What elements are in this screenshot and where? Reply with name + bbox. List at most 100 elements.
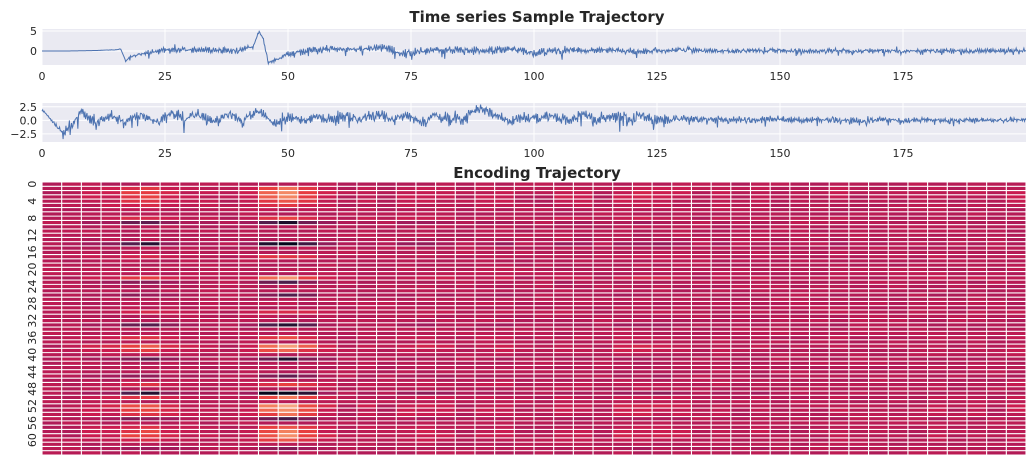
heatmap-cell — [652, 284, 672, 289]
heatmap-cell — [396, 224, 416, 229]
heatmap-cell — [160, 267, 180, 272]
heatmap-cell — [356, 263, 377, 268]
heatmap-cell — [199, 297, 220, 302]
heatmap-cell — [593, 314, 613, 319]
heatmap-cell — [907, 233, 928, 238]
heatmap-cell — [612, 314, 633, 319]
heatmap-cell — [140, 203, 161, 208]
heatmap-cell — [789, 211, 810, 217]
heatmap-cell — [297, 263, 318, 268]
heatmap-cell — [573, 297, 594, 302]
heatmap-cell — [593, 280, 613, 285]
heatmap-cell — [534, 228, 554, 234]
heatmap-cell — [199, 348, 220, 353]
heatmap-cell — [494, 216, 515, 221]
heatmap-cell — [297, 228, 318, 234]
heatmap-cell — [947, 216, 967, 221]
heatmap-cell — [573, 412, 594, 417]
heatmap-cell — [986, 425, 1007, 430]
heatmap-cell — [612, 211, 633, 217]
heatmap-cell — [396, 356, 416, 362]
heatmap-cell — [101, 386, 121, 392]
heatmap-cell — [868, 216, 889, 221]
heatmap-cell — [652, 271, 672, 276]
heatmap-cell — [632, 442, 653, 447]
heatmap-cell — [238, 194, 259, 200]
heatmap-cell — [927, 442, 948, 447]
heatmap-cell — [927, 408, 948, 413]
heatmap-cell — [612, 309, 633, 315]
heatmap-cell — [61, 267, 82, 272]
heatmap-cell — [907, 442, 928, 447]
heatmap-cell — [356, 203, 377, 208]
chart-1-x-tick-label: 125 — [647, 70, 668, 83]
heatmap-cell — [534, 382, 554, 387]
heatmap-cell — [730, 442, 751, 447]
heatmap-cell — [652, 267, 672, 272]
heatmap-cell — [711, 348, 731, 353]
heatmap-cell — [750, 437, 771, 443]
heatmap-cell — [356, 301, 377, 306]
heatmap-cell — [848, 356, 869, 362]
heatmap-cell — [435, 211, 456, 217]
heatmap-cell — [455, 399, 475, 404]
heatmap-cell — [140, 412, 161, 417]
heatmap-cell — [789, 220, 810, 225]
heatmap-cell — [691, 344, 712, 349]
heatmap-cell — [730, 386, 751, 392]
heatmap-cell — [947, 373, 967, 379]
heatmap-cell — [61, 258, 82, 264]
heatmap-cell — [691, 420, 712, 426]
heatmap-cell — [593, 275, 613, 281]
heatmap-cell — [297, 237, 318, 242]
heatmap-cell — [396, 391, 416, 396]
heatmap-cell — [868, 420, 889, 426]
heatmap-cell — [652, 386, 672, 392]
heatmap-cell — [927, 271, 948, 276]
heatmap-cell — [376, 386, 397, 392]
heatmap-cell — [376, 446, 397, 451]
heatmap-cell — [435, 437, 456, 443]
heatmap-cell — [1006, 446, 1026, 451]
heatmap-cell — [494, 228, 515, 234]
heatmap-cell — [81, 233, 102, 238]
heatmap-cell — [514, 297, 534, 302]
heatmap-cell — [848, 250, 869, 255]
heatmap-cell — [809, 314, 830, 319]
heatmap-cell — [61, 203, 82, 208]
heatmap-cell — [888, 292, 908, 298]
heatmap-cell — [337, 284, 357, 289]
heatmap-cell — [966, 267, 987, 272]
heatmap-cell — [278, 450, 298, 455]
heatmap-cell — [396, 263, 416, 268]
heatmap-cell — [947, 395, 967, 400]
heatmap-cell — [81, 437, 102, 443]
heatmap-cell — [848, 437, 869, 443]
heatmap-cell — [297, 258, 318, 264]
heatmap-cell — [101, 284, 121, 289]
heatmap-cell — [219, 292, 239, 298]
heatmap-cell — [415, 339, 436, 345]
heatmap-cell — [258, 182, 279, 187]
heatmap-cell — [376, 284, 397, 289]
heatmap-cell — [927, 220, 948, 225]
heatmap-cell — [711, 399, 731, 404]
heatmap-cell — [730, 190, 751, 195]
heatmap-cell — [317, 280, 338, 285]
heatmap-cell — [927, 403, 948, 409]
heatmap-cell — [966, 203, 987, 208]
heatmap-cell — [297, 322, 318, 328]
heatmap-cell — [179, 403, 200, 409]
heatmap-cell — [120, 335, 141, 340]
heatmap-cell — [317, 258, 338, 264]
heatmap-cell — [278, 250, 298, 255]
heatmap-cell — [376, 369, 397, 374]
heatmap-cell — [199, 224, 220, 229]
heatmap-cell — [81, 207, 102, 212]
heatmap-cell — [258, 369, 279, 374]
heatmap-cell — [573, 382, 594, 387]
heatmap-cell — [907, 344, 928, 349]
heatmap-cell — [573, 284, 594, 289]
heatmap-cell — [573, 292, 594, 298]
heatmap-cell — [219, 305, 239, 310]
